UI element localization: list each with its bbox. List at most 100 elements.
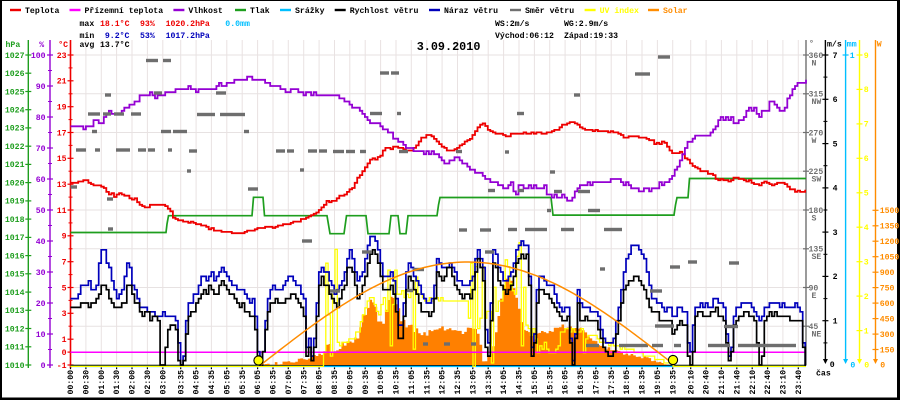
svg-text:20:40: 20:40 [703,370,712,395]
svg-text:1: 1 [62,336,67,345]
svg-text:1014: 1014 [5,289,25,298]
svg-text:04:05: 04:05 [193,370,202,395]
svg-text:mm: mm [847,41,857,50]
svg-text:02:30: 02:30 [144,370,153,395]
svg-text:19: 19 [57,104,67,113]
svg-text:max: max [80,20,95,29]
svg-text:9: 9 [864,52,869,61]
svg-text:09:05: 09:05 [346,370,355,395]
svg-text:Vlhkost: Vlhkost [188,6,222,16]
svg-text:135: 135 [809,246,824,255]
svg-text:0: 0 [880,362,885,371]
svg-text:15:35: 15:35 [546,370,555,395]
svg-text:13.7°C: 13.7°C [100,41,130,50]
svg-text:4: 4 [833,185,838,194]
svg-text:1350: 1350 [880,223,900,232]
svg-text:20: 20 [36,300,46,309]
svg-text:1020: 1020 [5,179,25,188]
svg-text:UV index: UV index [600,6,639,16]
svg-text:1: 1 [850,52,855,61]
svg-text:8: 8 [864,86,869,95]
svg-text:5: 5 [864,190,869,199]
svg-text:30: 30 [36,269,46,278]
svg-text:315: 315 [809,91,824,100]
svg-text:Východ:06:12: Východ:06:12 [495,31,554,41]
svg-text:20:10: 20:10 [687,370,696,395]
svg-text:04:35: 04:35 [208,370,217,395]
svg-text:5: 5 [62,284,67,293]
svg-text:15: 15 [57,155,67,164]
svg-text:53%: 53% [140,32,155,41]
svg-text:360: 360 [809,52,824,61]
svg-text:600: 600 [880,300,895,309]
svg-text:1022: 1022 [5,143,25,152]
svg-text:1020.2hPa: 1020.2hPa [166,19,210,29]
svg-text:NW: NW [812,98,822,107]
svg-text:70: 70 [36,145,46,154]
svg-text:15:05: 15:05 [531,370,540,395]
svg-text:11:05: 11:05 [408,370,417,395]
svg-text:13:05: 13:05 [469,370,478,395]
svg-text:21: 21 [57,78,67,87]
svg-text:1019: 1019 [5,198,25,207]
svg-text:2: 2 [864,293,869,302]
svg-text:1012: 1012 [5,325,25,334]
svg-text:23:10: 23:10 [780,370,789,395]
svg-text:9: 9 [62,233,67,242]
svg-text:3.09.2010: 3.09.2010 [417,40,481,54]
svg-text:Teplota: Teplota [25,6,59,16]
svg-text:01:00: 01:00 [98,370,107,395]
svg-text:45: 45 [809,323,819,332]
svg-text:10:35: 10:35 [393,370,402,395]
svg-text:17:05: 17:05 [593,370,602,395]
svg-text:21:10: 21:10 [718,370,727,395]
svg-text:1016: 1016 [5,252,25,261]
svg-text:01:30: 01:30 [113,370,122,395]
svg-text:1: 1 [833,318,838,327]
svg-text:06:05: 06:05 [254,370,263,395]
svg-text:hPa: hPa [6,40,21,50]
svg-text:90: 90 [36,83,46,92]
svg-text:10:05: 10:05 [377,370,386,395]
svg-text:čas: čas [816,369,831,379]
svg-text:°: ° [809,40,814,49]
svg-text:180: 180 [809,207,824,216]
svg-text:4: 4 [864,224,869,233]
svg-text:6: 6 [833,96,838,105]
svg-text:22:40: 22:40 [764,370,773,395]
svg-text:1026: 1026 [5,70,25,79]
svg-text:1024: 1024 [5,107,25,116]
svg-text:1021: 1021 [5,161,25,170]
svg-text:1200: 1200 [880,238,900,247]
svg-text:m/s: m/s [827,40,842,50]
svg-text:150: 150 [880,346,895,355]
svg-text:Přízemní teplota: Přízemní teplota [85,6,164,16]
svg-text:14:05: 14:05 [500,370,509,395]
svg-text:2: 2 [833,273,838,282]
svg-text:21:40: 21:40 [733,370,742,395]
svg-text:50: 50 [36,207,46,216]
svg-text:11: 11 [57,207,67,216]
svg-text:18.1°C: 18.1°C [100,20,130,29]
svg-text:60: 60 [36,176,46,185]
svg-text:SW: SW [812,176,822,185]
svg-text:19:35: 19:35 [669,370,678,395]
svg-text:14:35: 14:35 [516,370,525,395]
svg-text:Směr větru: Směr větru [525,6,574,16]
svg-text:0: 0 [830,361,835,370]
svg-text:NE: NE [812,331,822,340]
svg-text:90: 90 [809,284,819,293]
svg-text:N: N [812,59,817,68]
svg-text:1017.2hPa: 1017.2hPa [166,31,210,41]
svg-text:1025: 1025 [5,88,25,97]
svg-text:Rychlost větru: Rychlost větru [350,6,419,16]
svg-text:93%: 93% [140,20,155,29]
svg-text:17: 17 [57,129,67,138]
svg-text:WG:2.9m/s: WG:2.9m/s [564,19,608,29]
svg-text:11:35: 11:35 [423,370,432,395]
svg-text:80: 80 [36,114,46,123]
svg-text:7: 7 [864,121,869,130]
svg-text:Tlak: Tlak [250,6,270,16]
svg-text:12:35: 12:35 [454,370,463,395]
svg-text:225: 225 [809,168,824,177]
